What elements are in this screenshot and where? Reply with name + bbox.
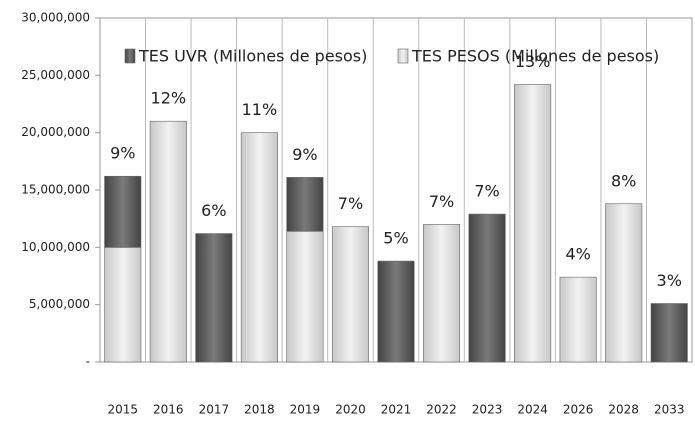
y-tick-label: - [86, 355, 90, 369]
x-tick-label: 2021 [381, 403, 412, 417]
y-tick-label: 15,000,000 [21, 183, 90, 197]
y-tick-label: 25,000,000 [21, 68, 90, 82]
annotation: 12% [151, 89, 187, 108]
y-tick-label: 20,000,000 [21, 125, 90, 139]
annotation: 3% [657, 271, 682, 290]
y-tick-label: 10,000,000 [21, 240, 90, 254]
x-tick-label: 2028 [608, 403, 639, 417]
x-tick-label: 2015 [107, 403, 138, 417]
annotation: 7% [474, 182, 499, 201]
bar-segment [605, 203, 643, 363]
bar-segment [377, 260, 415, 363]
legend-label: TES UVR (Millones de pesos) [138, 47, 367, 66]
bar-segment [286, 177, 324, 232]
bar-segment [650, 303, 688, 363]
annotation: 9% [292, 145, 317, 164]
bar-segment [468, 213, 506, 363]
annotation: 13% [515, 52, 551, 71]
bar-segment [104, 247, 142, 363]
legend-label: TES PESOS (Millones de pesos) [411, 47, 659, 66]
bar-segment [195, 233, 233, 363]
annotation: 9% [110, 144, 135, 163]
bar-segment [286, 230, 324, 363]
bar-segment [104, 175, 142, 248]
x-tick-label: 2024 [517, 403, 548, 417]
x-tick-label: 2033 [654, 403, 685, 417]
x-tick-label: 2026 [563, 403, 594, 417]
legend-swatch [124, 48, 136, 64]
annotation: 7% [338, 194, 363, 213]
x-tick-label: 2022 [426, 403, 457, 417]
y-tick-label: 30,000,000 [21, 11, 90, 25]
x-tick-label: 2016 [153, 403, 184, 417]
annotation: 8% [611, 171, 636, 190]
bar-segment [514, 84, 552, 363]
x-tick-label: 2019 [290, 403, 321, 417]
annotation: 11% [242, 100, 278, 119]
bar-segment [240, 132, 278, 363]
x-tick-label: 2020 [335, 403, 366, 417]
x-tick-label: 2017 [199, 403, 230, 417]
annotation: 5% [383, 229, 408, 248]
annotation: 6% [201, 201, 226, 220]
bar-segment [331, 226, 369, 363]
x-tick-label: 2023 [472, 403, 503, 417]
annotation: 4% [565, 245, 590, 264]
legend-swatch [397, 48, 409, 64]
annotation: 7% [429, 192, 454, 211]
x-tick-label: 2018 [244, 403, 275, 417]
bar-segment [423, 224, 461, 363]
y-tick-label: 5,000,000 [29, 297, 90, 311]
bar-segment [149, 120, 187, 363]
bar-segment [559, 276, 597, 363]
